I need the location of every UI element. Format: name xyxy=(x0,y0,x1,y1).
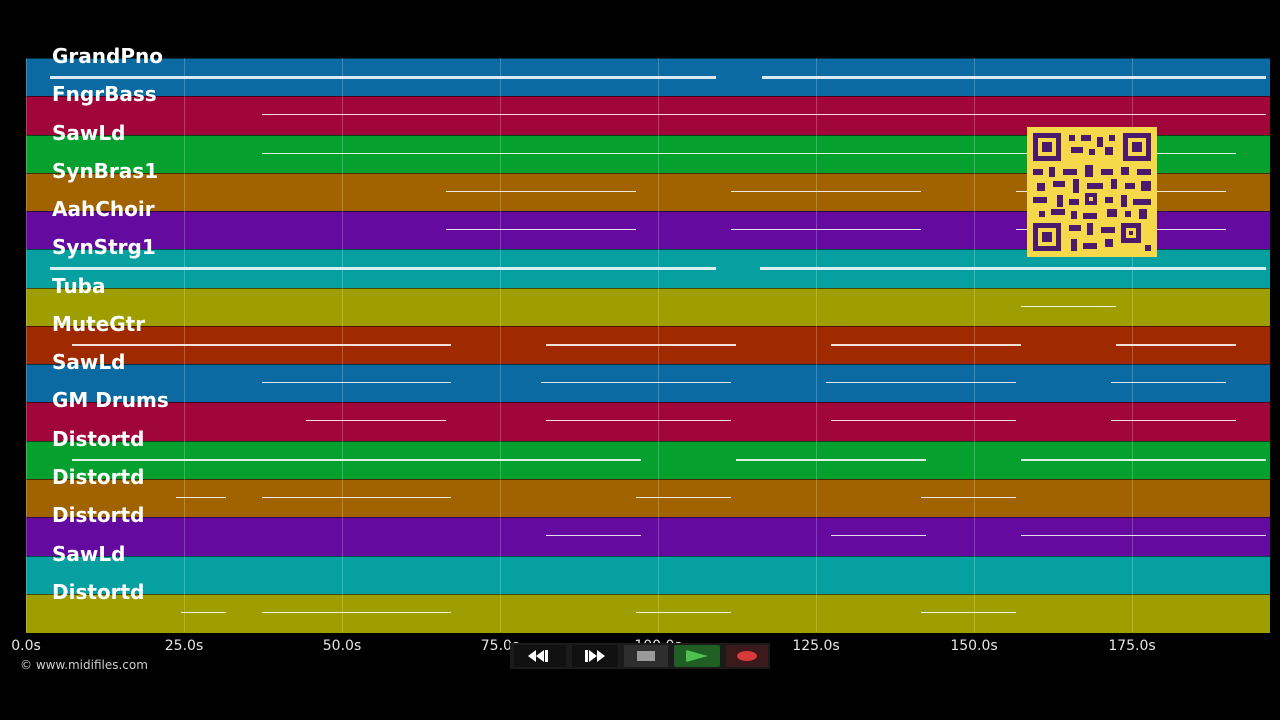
note-stroke xyxy=(636,496,731,498)
note-stroke xyxy=(72,343,451,346)
time-tick-label: 150.0s xyxy=(950,638,998,654)
track-label: Distortd xyxy=(52,464,145,489)
track-label: FngrBass xyxy=(52,82,157,107)
note-stroke xyxy=(1021,535,1266,537)
play-icon xyxy=(686,650,708,662)
grid-line xyxy=(184,58,185,632)
note-stroke xyxy=(546,420,731,422)
note-stroke xyxy=(546,535,641,537)
time-tick-label: 75.0s xyxy=(480,638,520,654)
grid-line xyxy=(658,58,659,632)
note-stroke xyxy=(636,611,731,613)
note-stroke xyxy=(1111,382,1226,384)
note-stroke xyxy=(826,382,1016,384)
track-lane[interactable] xyxy=(26,478,1270,518)
grid-line xyxy=(816,58,817,632)
transport-controls xyxy=(510,643,770,669)
note-stroke xyxy=(262,114,1266,116)
note-stroke xyxy=(262,382,451,384)
track-label: Distortd xyxy=(52,426,145,451)
track-label: Distortd xyxy=(52,503,145,528)
grid-line xyxy=(1132,58,1133,632)
grid-line xyxy=(26,58,27,632)
record-button[interactable] xyxy=(726,645,768,667)
note-stroke xyxy=(921,496,1016,498)
note-stroke xyxy=(731,229,921,231)
rewind-button[interactable] xyxy=(514,645,566,667)
record-icon xyxy=(737,651,757,661)
fast-forward-button[interactable] xyxy=(572,645,618,667)
note-stroke xyxy=(831,343,1021,346)
time-tick-label: 25.0s xyxy=(164,638,204,654)
note-stroke xyxy=(1021,305,1116,307)
time-tick-label: 0.0s xyxy=(11,638,41,654)
track-label: Tuba xyxy=(52,273,106,298)
note-stroke xyxy=(762,76,1266,79)
copyright-text: © www.midifiles.com xyxy=(20,658,148,672)
note-stroke xyxy=(50,267,716,271)
note-stroke xyxy=(541,382,731,384)
time-tick-label: 175.0s xyxy=(1108,638,1156,654)
note-stroke xyxy=(262,611,451,613)
track-label: MuteGtr xyxy=(52,311,146,336)
track-label: SawLd xyxy=(52,541,126,566)
grid-line xyxy=(500,58,501,632)
track-label: SawLd xyxy=(52,120,126,145)
stop-button[interactable] xyxy=(624,645,668,667)
note-stroke xyxy=(831,420,1016,422)
track-lane[interactable] xyxy=(26,555,1270,595)
track-label: Distortd xyxy=(52,579,145,604)
fast-forward-icon xyxy=(585,650,605,662)
note-stroke xyxy=(1111,420,1236,422)
rewind-icon xyxy=(528,650,548,662)
note-stroke xyxy=(176,496,226,498)
note-stroke xyxy=(262,496,451,498)
note-stroke xyxy=(736,458,926,461)
note-stroke xyxy=(446,190,636,192)
track-label: GM Drums xyxy=(52,388,169,413)
track-lane[interactable] xyxy=(26,364,1270,404)
note-stroke xyxy=(262,152,1236,154)
note-stroke xyxy=(731,190,921,192)
note-stroke xyxy=(72,458,641,461)
grid-line xyxy=(342,58,343,632)
grid-line xyxy=(974,58,975,632)
track-label: SynStrg1 xyxy=(52,235,156,260)
note-stroke xyxy=(181,611,226,613)
note-stroke xyxy=(306,420,446,422)
note-stroke xyxy=(1116,343,1236,346)
note-stroke xyxy=(831,535,926,537)
track-lane[interactable] xyxy=(26,593,1270,633)
note-stroke xyxy=(50,76,716,79)
note-stroke xyxy=(921,611,1016,613)
note-stroke xyxy=(446,229,636,231)
track-lane[interactable] xyxy=(26,402,1270,442)
track-label: SawLd xyxy=(52,350,126,375)
time-tick-label: 50.0s xyxy=(322,638,362,654)
qr-code-icon xyxy=(1027,127,1157,257)
stop-icon xyxy=(637,651,655,661)
track-label: SynBras1 xyxy=(52,158,159,183)
note-stroke xyxy=(546,343,736,346)
track-lane[interactable] xyxy=(26,287,1270,327)
track-lane[interactable] xyxy=(26,517,1270,557)
note-stroke xyxy=(760,267,1266,271)
note-stroke xyxy=(1021,458,1266,461)
time-tick-label: 125.0s xyxy=(792,638,840,654)
track-label: AahChoir xyxy=(52,197,155,222)
play-button[interactable] xyxy=(674,645,720,667)
track-label: GrandPno xyxy=(52,44,163,68)
